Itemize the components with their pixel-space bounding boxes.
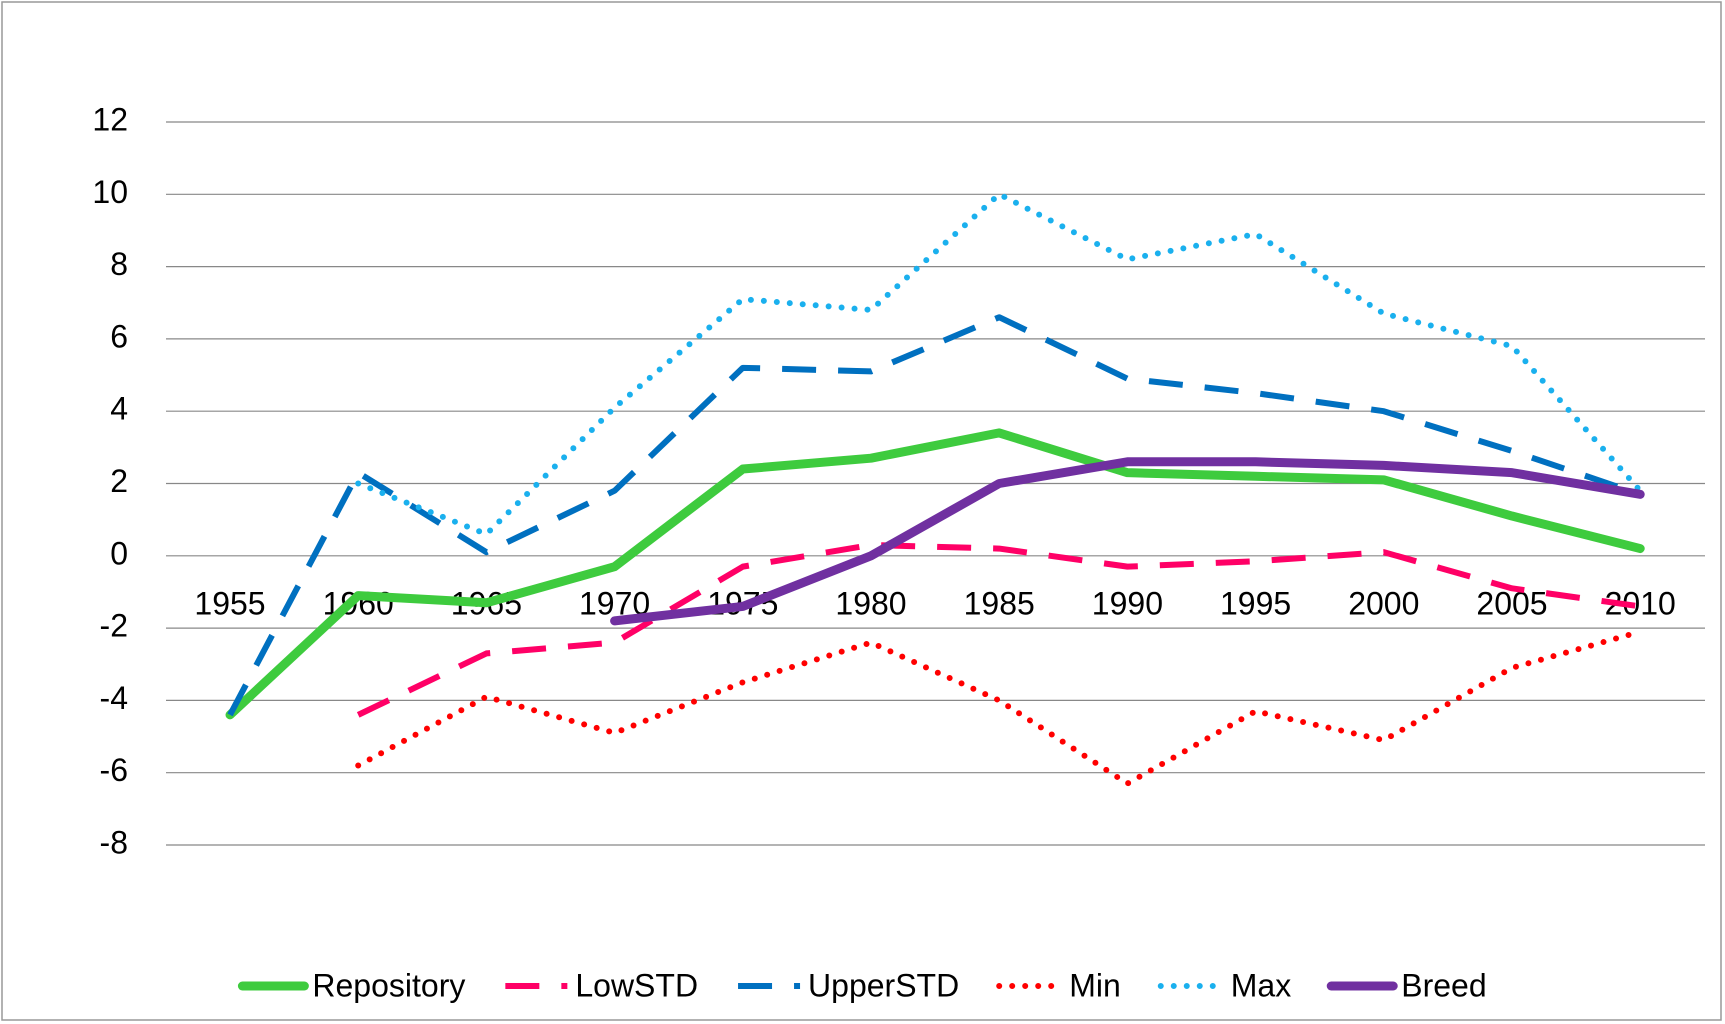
x-tick-label: 2000: [1348, 585, 1419, 621]
y-tick-label: -2: [100, 608, 128, 644]
y-tick-label: -4: [100, 680, 128, 716]
legend-label: Repository: [312, 967, 465, 1003]
legend-label: Breed: [1401, 967, 1486, 1003]
series-line: [355, 628, 1644, 787]
legend-label: Max: [1231, 967, 1291, 1003]
x-tick-label: 1985: [964, 585, 1035, 621]
series-line: [355, 191, 1644, 538]
legend-label: LowSTD: [575, 967, 698, 1003]
y-tick-label: 6: [110, 318, 128, 354]
y-tick-label: 10: [92, 174, 128, 210]
series-line: [610, 457, 1645, 626]
series-line: [227, 314, 1642, 717]
y-tick-label: 12: [92, 101, 128, 137]
y-tick-label: 2: [110, 463, 128, 499]
y-tick-label: 8: [110, 246, 128, 282]
x-tick-label: 1955: [194, 585, 265, 621]
series-line: [356, 541, 1641, 718]
x-tick-label: 1995: [1220, 585, 1291, 621]
series-line: [225, 428, 1645, 720]
x-tick-label: 1990: [1092, 585, 1163, 621]
y-tick-label: -8: [100, 824, 128, 860]
y-tick-label: 0: [110, 535, 128, 571]
y-tick-label: 4: [110, 391, 128, 427]
legend-label: UpperSTD: [808, 967, 959, 1003]
x-tick-label: 1980: [835, 585, 906, 621]
legend-label: Min: [1069, 967, 1121, 1003]
y-tick-label: -6: [100, 752, 128, 788]
